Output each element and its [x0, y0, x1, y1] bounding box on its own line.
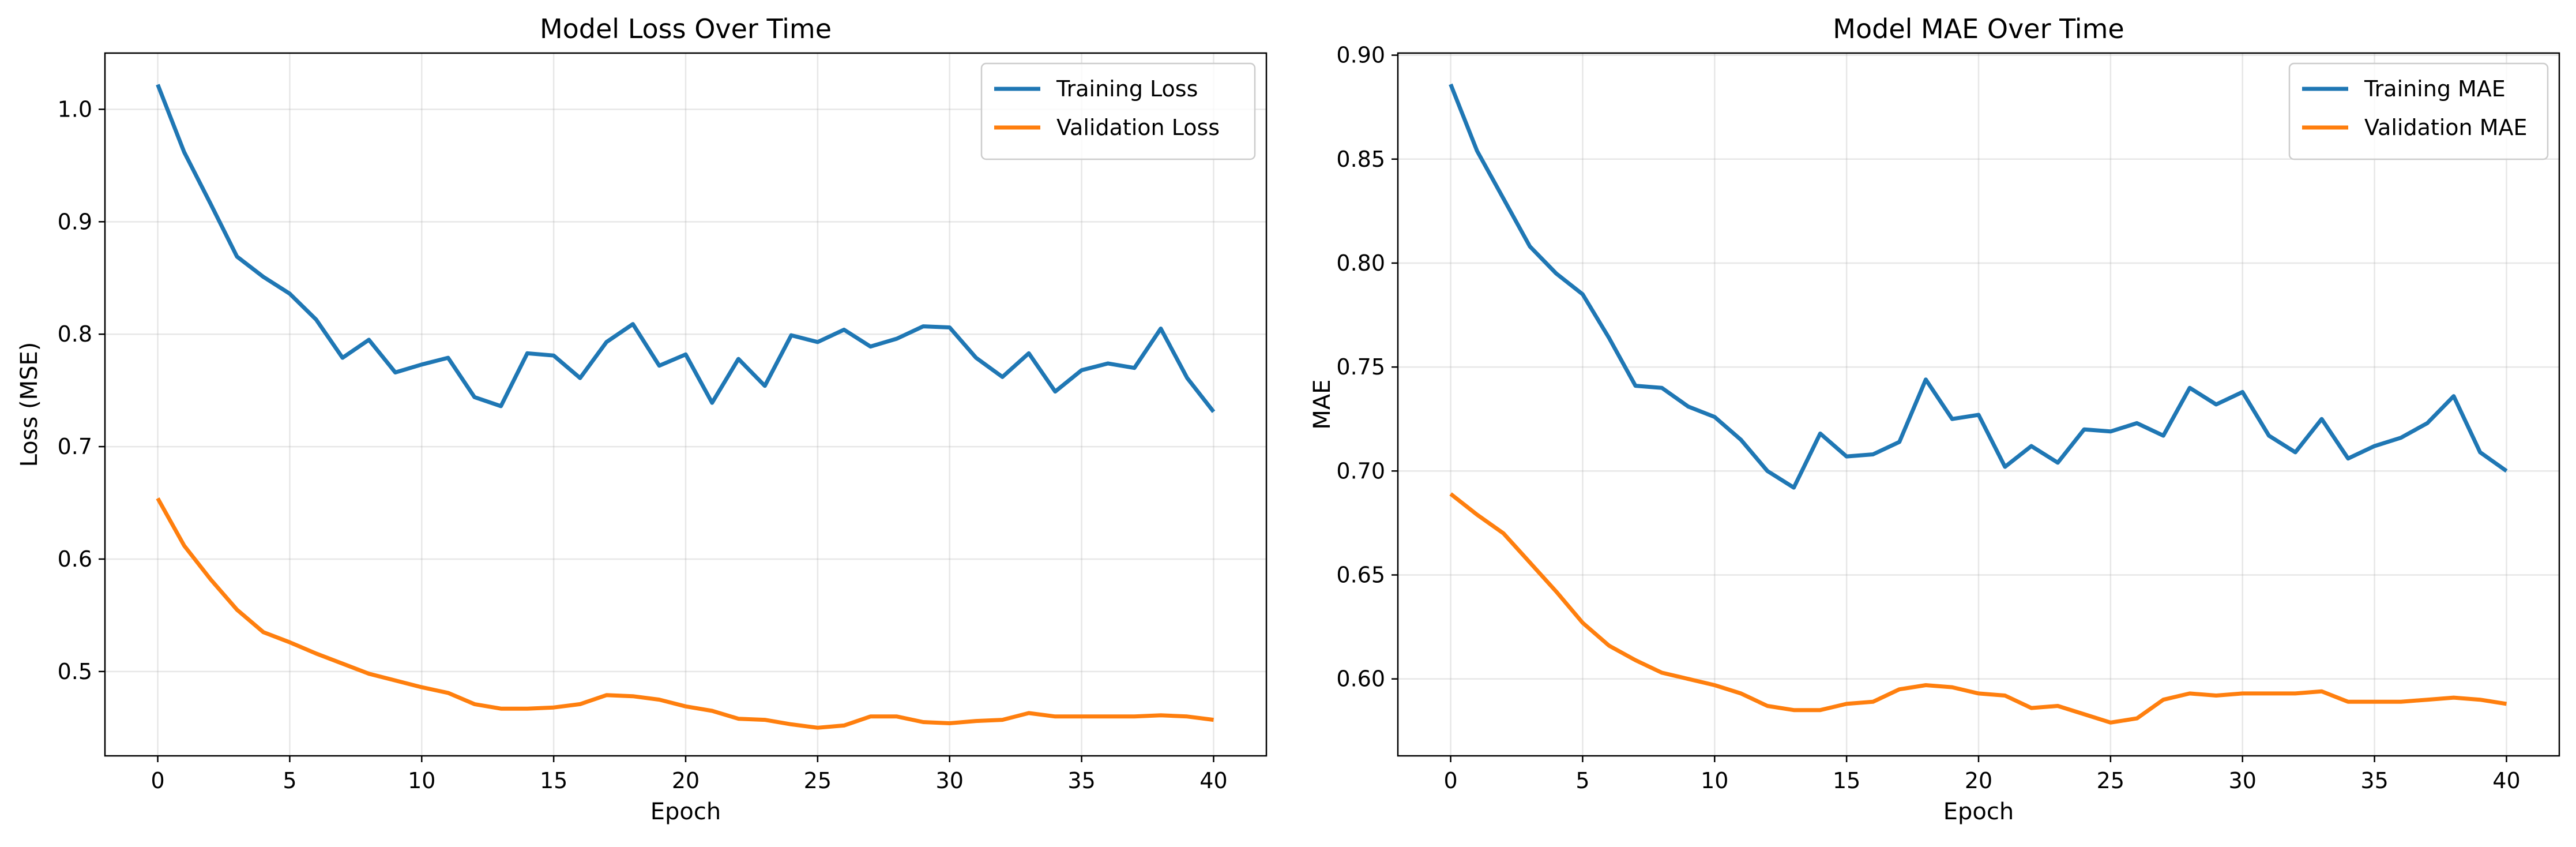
grid [105, 53, 1266, 756]
x-axis-label: Epoch [650, 799, 721, 825]
x-tick-label: 25 [804, 768, 832, 793]
legend-entry: Validation MAE [2364, 115, 2528, 140]
series-line-training [1449, 83, 2508, 490]
y-tick-label: 0.5 [58, 659, 92, 684]
y-tick-label: 0.90 [1336, 43, 1385, 68]
x-tick-label: 20 [1965, 768, 1992, 793]
chart-panel-2: 0 5 10 15 20 25 30 35 40 0.60 0.65 0.70 0.75 0.80 0.85… [1309, 13, 2560, 825]
y-axis-label: Loss (MSE) [16, 342, 43, 467]
legend: Training MAE Validation MAE [2288, 62, 2549, 160]
x-tick-label: 40 [1199, 768, 1227, 793]
y-tick-label: 0.65 [1336, 562, 1385, 587]
legend-entry: Validation Loss [1056, 115, 1220, 140]
x-tick-label: 10 [408, 768, 435, 793]
x-tick-label: 15 [1833, 768, 1860, 793]
chart-title: Model MAE Over Time [1833, 13, 2124, 44]
series-line-validation [1449, 492, 2507, 725]
x-tick-label: 0 [151, 768, 164, 793]
x-tick-label: 30 [936, 768, 964, 793]
y-axis-label: MAE [1309, 379, 1336, 429]
x-tick-label: 40 [2492, 768, 2520, 793]
series-line-validation [156, 497, 1214, 730]
x-tick-label: 0 [1443, 768, 1457, 793]
x-tick-label: 20 [672, 768, 700, 793]
y-tick-label: 1.0 [58, 96, 92, 122]
grid [1398, 53, 2559, 756]
chart-title: Model Loss Over Time [540, 13, 832, 44]
x-tick-label: 25 [2097, 768, 2124, 793]
y-tick-label: 0.70 [1336, 458, 1385, 484]
x-axis-label: Epoch [1943, 799, 2014, 825]
x-tick-label: 35 [1067, 768, 1095, 793]
x-tick-label: 35 [2360, 768, 2388, 793]
y-tick-label: 0.75 [1336, 354, 1385, 380]
y-tick-label: 0.80 [1336, 250, 1385, 276]
y-tick-label: 0.85 [1336, 147, 1385, 172]
legend-entry: Training Loss [1056, 76, 1198, 102]
y-tick-label: 0.7 [58, 434, 92, 459]
x-tick-label: 5 [1575, 768, 1589, 793]
legend-box [2288, 62, 2549, 160]
y-tick-label: 0.8 [58, 321, 92, 347]
y-tick-label: 0.6 [58, 546, 92, 572]
x-tick-label: 10 [1701, 768, 1728, 793]
y-tick-label: 0.9 [58, 209, 92, 234]
legend-box [980, 62, 1256, 160]
legend-entry: Training MAE [2364, 76, 2506, 102]
chart-panel-1: 0 5 10 15 20 25 30 35 40 0.5 0.6 0.7 0.8 0.9 1.0 Model … [16, 13, 1268, 825]
legend: Training Loss Validation Loss [980, 62, 1256, 160]
series-line-training [156, 84, 1216, 413]
y-tick-label: 0.60 [1336, 666, 1385, 692]
x-tick-label: 30 [2229, 768, 2257, 793]
x-tick-label: 15 [540, 768, 567, 793]
x-tick-label: 5 [283, 768, 296, 793]
